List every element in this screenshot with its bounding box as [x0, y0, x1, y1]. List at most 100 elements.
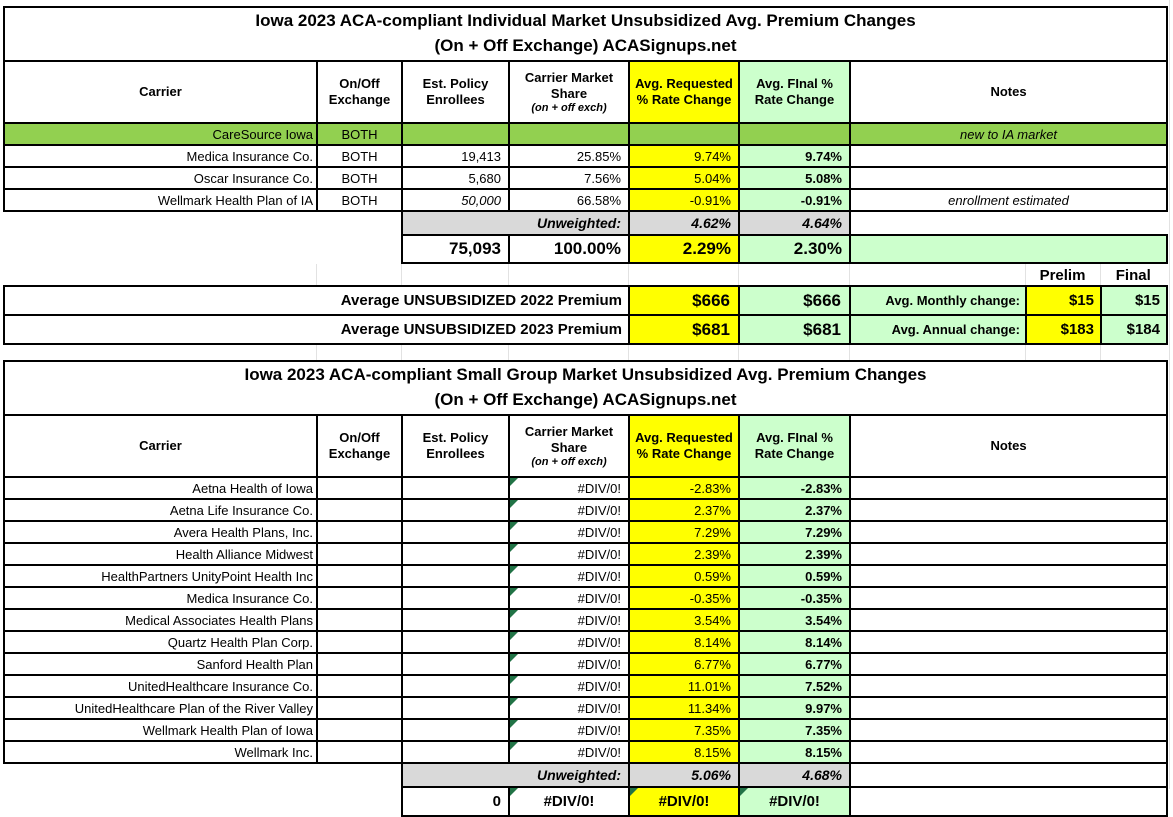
carrier-name-cell[interactable]: UnitedHealthcare Insurance Co.: [3, 674, 318, 698]
carrier-name-cell[interactable]: Medica Insurance Co.: [3, 144, 318, 168]
market-share-cell[interactable]: #DIV/0!: [508, 476, 630, 500]
header-market-share[interactable]: Carrier Market Share (on + off exch): [508, 414, 630, 478]
exchange-cell[interactable]: [316, 542, 403, 566]
final-rate-cell[interactable]: 7.52%: [738, 674, 851, 698]
exchange-cell[interactable]: [316, 608, 403, 632]
change-label-cell[interactable]: Avg. Monthly change:: [849, 285, 1027, 316]
exchange-cell[interactable]: [316, 674, 403, 698]
requested-rate-cell[interactable]: 9.74%: [628, 144, 740, 168]
market-share-cell[interactable]: [508, 122, 630, 146]
final-rate-cell[interactable]: 9.97%: [738, 696, 851, 720]
total-requested-cell[interactable]: #DIV/0!: [628, 786, 740, 817]
total-final-cell[interactable]: #DIV/0!: [738, 786, 851, 817]
notes-cell[interactable]: [849, 718, 1168, 742]
market-share-cell[interactable]: #DIV/0!: [508, 520, 630, 544]
market-share-cell[interactable]: #DIV/0!: [508, 564, 630, 588]
total-market-share-cell[interactable]: 100.00%: [508, 234, 630, 264]
header-carrier[interactable]: Carrier: [3, 60, 318, 124]
exchange-cell[interactable]: BOTH: [316, 166, 403, 190]
carrier-name-cell[interactable]: Medica Insurance Co.: [3, 586, 318, 610]
final-rate-cell[interactable]: 8.14%: [738, 630, 851, 654]
enrollees-cell[interactable]: [401, 542, 510, 566]
requested-rate-cell[interactable]: 6.77%: [628, 652, 740, 676]
premium-final-cell[interactable]: $681: [738, 314, 851, 345]
requested-rate-cell[interactable]: 8.14%: [628, 630, 740, 654]
notes-cell[interactable]: [849, 762, 1168, 788]
header-notes[interactable]: Notes: [849, 414, 1168, 478]
market-share-cell[interactable]: #DIV/0!: [508, 608, 630, 632]
final-rate-cell[interactable]: 8.15%: [738, 740, 851, 764]
change-final-cell[interactable]: $184: [1100, 314, 1168, 345]
final-rate-cell[interactable]: 2.39%: [738, 542, 851, 566]
market-share-cell[interactable]: #DIV/0!: [508, 542, 630, 566]
requested-rate-cell[interactable]: 8.15%: [628, 740, 740, 764]
unweighted-requested-cell[interactable]: 4.62%: [628, 210, 740, 236]
exchange-cell[interactable]: [316, 696, 403, 720]
carrier-name-cell[interactable]: Wellmark Health Plan of Iowa: [3, 718, 318, 742]
carrier-name-cell[interactable]: Oscar Insurance Co.: [3, 166, 318, 190]
notes-cell[interactable]: [848, 166, 1169, 190]
change-label-cell[interactable]: Avg. Annual change:: [849, 314, 1027, 345]
premium-label-cell[interactable]: Average UNSUBSIDIZED 2023 Premium: [3, 314, 630, 345]
header-avg-requested[interactable]: Avg. Requested % Rate Change: [628, 414, 740, 478]
requested-rate-cell[interactable]: 0.59%: [628, 564, 740, 588]
notes-cell[interactable]: [849, 542, 1168, 566]
carrier-name-cell[interactable]: Aetna Health of Iowa: [3, 476, 318, 500]
unweighted-requested-cell[interactable]: 5.06%: [628, 762, 740, 788]
final-rate-cell[interactable]: [738, 122, 851, 146]
market-share-cell[interactable]: 66.58%: [508, 188, 630, 212]
change-prelim-cell[interactable]: $183: [1025, 314, 1102, 345]
notes-cell[interactable]: [849, 498, 1168, 522]
market-share-cell[interactable]: #DIV/0!: [508, 630, 630, 654]
exchange-cell[interactable]: [316, 586, 403, 610]
enrollees-cell[interactable]: [401, 498, 510, 522]
final-rate-cell[interactable]: 5.08%: [738, 166, 851, 190]
carrier-name-cell[interactable]: Wellmark Inc.: [3, 740, 318, 764]
total-requested-cell[interactable]: 2.29%: [628, 234, 740, 264]
notes-cell[interactable]: [849, 630, 1168, 654]
carrier-name-cell[interactable]: Wellmark Health Plan of IA: [3, 188, 318, 212]
final-rate-cell[interactable]: 0.59%: [738, 564, 851, 588]
enrollees-cell[interactable]: 19,413: [401, 144, 510, 168]
requested-rate-cell[interactable]: -0.35%: [628, 586, 740, 610]
total-notes-cell[interactable]: [848, 234, 1169, 264]
premium-final-cell[interactable]: $666: [738, 285, 851, 316]
carrier-name-cell[interactable]: UnitedHealthcare Plan of the River Valle…: [3, 696, 318, 720]
final-rate-cell[interactable]: 2.37%: [738, 498, 851, 522]
notes-cell[interactable]: [849, 786, 1168, 817]
header-exchange[interactable]: On/Off Exchange: [316, 414, 403, 478]
final-rate-cell[interactable]: 9.74%: [738, 144, 851, 168]
market-share-cell[interactable]: 7.56%: [508, 166, 630, 190]
requested-rate-cell[interactable]: -2.83%: [628, 476, 740, 500]
exchange-cell[interactable]: [316, 740, 403, 764]
final-column-header[interactable]: Final: [1115, 267, 1151, 284]
exchange-cell[interactable]: [316, 564, 403, 588]
unweighted-final-cell[interactable]: 4.64%: [738, 210, 851, 236]
enrollees-cell[interactable]: 50,000: [401, 188, 510, 212]
total-market-share-cell[interactable]: #DIV/0!: [508, 786, 630, 817]
exchange-cell[interactable]: [316, 498, 403, 522]
header-avg-final[interactable]: Avg. FInal % Rate Change: [738, 60, 851, 124]
exchange-cell[interactable]: [316, 630, 403, 654]
requested-rate-cell[interactable]: [628, 122, 740, 146]
requested-rate-cell[interactable]: 5.04%: [628, 166, 740, 190]
market-share-cell[interactable]: #DIV/0!: [508, 652, 630, 676]
notes-cell[interactable]: [849, 586, 1168, 610]
premium-requested-cell[interactable]: $681: [628, 314, 740, 345]
enrollees-cell[interactable]: [401, 696, 510, 720]
exchange-cell[interactable]: BOTH: [316, 122, 403, 146]
header-enrollees[interactable]: Est. Policy Enrollees: [401, 414, 510, 478]
total-enrollees-cell[interactable]: 0: [401, 786, 510, 817]
exchange-cell[interactable]: [316, 652, 403, 676]
final-rate-cell[interactable]: 3.54%: [738, 608, 851, 632]
requested-rate-cell[interactable]: 7.35%: [628, 718, 740, 742]
market-share-cell[interactable]: #DIV/0!: [508, 718, 630, 742]
notes-cell[interactable]: [849, 564, 1168, 588]
enrollees-cell[interactable]: [401, 630, 510, 654]
carrier-name-cell[interactable]: Medical Associates Health Plans: [3, 608, 318, 632]
requested-rate-cell[interactable]: 3.54%: [628, 608, 740, 632]
exchange-cell[interactable]: BOTH: [316, 188, 403, 212]
carrier-name-cell[interactable]: Avera Health Plans, Inc.: [3, 520, 318, 544]
header-avg-requested[interactable]: Avg. Requested % Rate Change: [628, 60, 740, 124]
final-rate-cell[interactable]: 6.77%: [738, 652, 851, 676]
